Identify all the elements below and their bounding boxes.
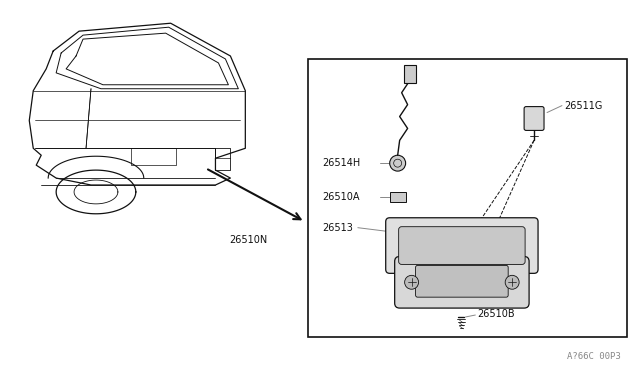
Bar xyxy=(390,192,406,202)
Text: A?66C 00P3: A?66C 00P3 xyxy=(567,352,621,361)
Text: 26513: 26513 xyxy=(322,223,353,233)
Text: 26510B: 26510B xyxy=(477,309,515,319)
Text: 26510N: 26510N xyxy=(229,235,268,245)
Text: 26510A: 26510A xyxy=(322,192,360,202)
Circle shape xyxy=(390,155,406,171)
FancyBboxPatch shape xyxy=(415,265,508,297)
Text: 26514H: 26514H xyxy=(322,158,360,168)
Text: 26511G: 26511G xyxy=(564,100,602,110)
FancyBboxPatch shape xyxy=(386,218,538,273)
Circle shape xyxy=(505,275,519,289)
Bar xyxy=(308,59,627,337)
Bar xyxy=(404,65,415,83)
Circle shape xyxy=(404,275,419,289)
FancyBboxPatch shape xyxy=(524,107,544,131)
FancyBboxPatch shape xyxy=(395,256,529,308)
FancyBboxPatch shape xyxy=(399,227,525,264)
